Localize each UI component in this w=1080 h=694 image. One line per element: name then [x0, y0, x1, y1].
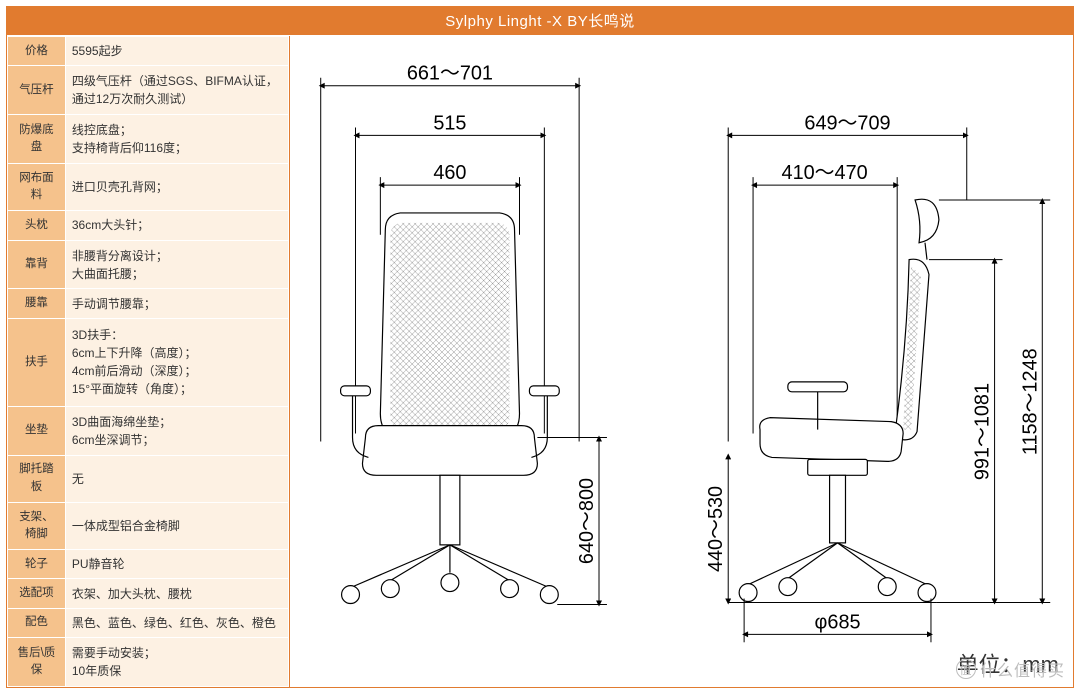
product-title: Sylphy Linght -X BY长鸣说: [445, 13, 634, 30]
spec-value: 四级气压杆（通过SGS、BIFMA认证，通过12万次耐久测试）: [65, 66, 288, 115]
product-spec-panel: Sylphy Linght -X BY长鸣说 价格5595起步气压杆四级气压杆（…: [6, 6, 1074, 688]
spec-row: 气压杆四级气压杆（通过SGS、BIFMA认证，通过12万次耐久测试）: [8, 66, 289, 115]
spec-value: 无: [65, 455, 288, 502]
watermark: 值 什么值得买: [956, 657, 1065, 681]
front-dim-width-outer: 661～701: [407, 63, 493, 85]
title-bar: Sylphy Linght -X BY长鸣说: [7, 7, 1073, 36]
spec-label: 腰靠: [8, 289, 66, 318]
spec-row: 选配项衣架、加大头枕、腰枕: [8, 579, 289, 608]
dimension-diagram: 661～701 515 460: [289, 36, 1073, 687]
spec-label: 气压杆: [8, 66, 66, 115]
spec-row: 网布面料进口贝壳孔背网；: [8, 164, 289, 211]
spec-label: 售后\质保: [8, 637, 66, 686]
spec-value: 衣架、加大头枕、腰枕: [65, 579, 288, 608]
side-dim-base-diameter: φ685: [815, 611, 861, 633]
front-dim-seat-height: 640～800: [576, 478, 598, 564]
front-view: 661～701 515 460: [321, 63, 607, 605]
chair-front: [341, 213, 560, 604]
spec-value: 一体成型铝合金椅脚: [65, 502, 288, 549]
spec-value: 线控底盘；支持椅背后仰116度；: [65, 115, 288, 164]
chair-dimension-svg: 661～701 515 460: [290, 36, 1073, 687]
spec-row: 坐垫3D曲面海绵坐垫；6cm坐深调节；: [8, 406, 289, 455]
side-view: 649～709 410～470: [705, 112, 1050, 642]
spec-row: 售后\质保需要手动安装；10年质保: [8, 637, 289, 686]
spec-row: 扶手3D扶手：6cm上下升降（高度）；4cm前后滑动（深度）；15°平面旋转（角…: [8, 318, 289, 406]
spec-label: 网布面料: [8, 164, 66, 211]
spec-table: 价格5595起步气压杆四级气压杆（通过SGS、BIFMA认证，通过12万次耐久测…: [7, 36, 289, 687]
spec-value: 5595起步: [65, 37, 288, 66]
side-dim-h1: 440～530: [705, 486, 727, 572]
spec-label: 靠背: [8, 240, 66, 289]
spec-value: 需要手动安装；10年质保: [65, 637, 288, 686]
side-dim-depth-outer: 649～709: [804, 112, 890, 134]
main-content: 价格5595起步气压杆四级气压杆（通过SGS、BIFMA认证，通过12万次耐久测…: [7, 36, 1073, 687]
spec-row: 配色黑色、蓝色、绿色、红色、灰色、橙色: [8, 608, 289, 637]
spec-label: 防爆底盘: [8, 115, 66, 164]
spec-row: 轮子PU静音轮: [8, 550, 289, 579]
spec-value: 非腰背分离设计；大曲面托腰；: [65, 240, 288, 289]
spec-value: 3D曲面海绵坐垫；6cm坐深调节；: [65, 406, 288, 455]
spec-row: 靠背非腰背分离设计；大曲面托腰；: [8, 240, 289, 289]
spec-value: 黑色、蓝色、绿色、红色、灰色、橙色: [65, 608, 288, 637]
spec-label: 头枕: [8, 211, 66, 240]
chair-side: [739, 199, 939, 601]
spec-label: 配色: [8, 608, 66, 637]
spec-value: 手动调节腰靠；: [65, 289, 288, 318]
spec-value: PU静音轮: [65, 550, 288, 579]
spec-label: 支架、椅脚: [8, 502, 66, 549]
spec-label: 轮子: [8, 550, 66, 579]
watermark-text: 什么值得买: [980, 657, 1065, 681]
spec-value: 36cm大头针；: [65, 211, 288, 240]
spec-label: 选配项: [8, 579, 66, 608]
side-dim-h2: 991～1081: [972, 383, 994, 480]
spec-label: 坐垫: [8, 406, 66, 455]
spec-label: 价格: [8, 37, 66, 66]
spec-row: 头枕36cm大头针；: [8, 211, 289, 240]
spec-row: 脚托踏板无: [8, 455, 289, 502]
front-dim-width-mid: 515: [433, 112, 466, 134]
side-dim-seat-depth: 410～470: [782, 162, 868, 184]
spec-label: 扶手: [8, 318, 66, 406]
spec-value: 3D扶手：6cm上下升降（高度）；4cm前后滑动（深度）；15°平面旋转（角度）…: [65, 318, 288, 406]
side-dim-h3: 1158～1248: [1019, 348, 1041, 455]
spec-value: 进口贝壳孔背网；: [65, 164, 288, 211]
spec-row: 支架、椅脚一体成型铝合金椅脚: [8, 502, 289, 549]
spec-row: 防爆底盘线控底盘；支持椅背后仰116度；: [8, 115, 289, 164]
watermark-icon: 值: [956, 659, 976, 679]
spec-row: 腰靠手动调节腰靠；: [8, 289, 289, 318]
front-dim-width-seat: 460: [433, 162, 466, 184]
spec-row: 价格5595起步: [8, 37, 289, 66]
spec-label: 脚托踏板: [8, 455, 66, 502]
